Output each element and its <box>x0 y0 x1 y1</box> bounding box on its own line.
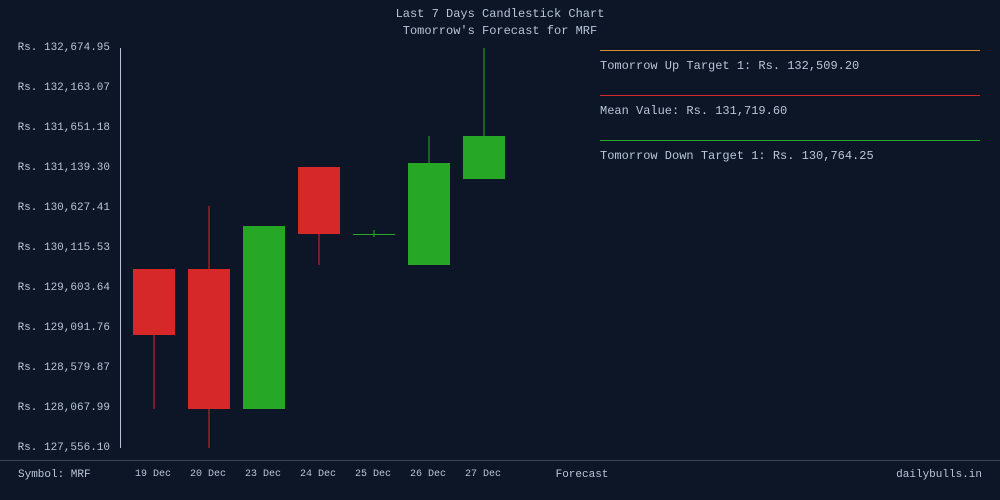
legend-item: Tomorrow Up Target 1: Rs. 132,509.20 <box>600 50 980 73</box>
x-tick-label: 24 Dec <box>300 469 336 480</box>
x-tick-label: 20 Dec <box>190 469 226 480</box>
candlestick-chart <box>120 48 560 448</box>
y-tick-label: Rs. 132,163.07 <box>18 82 110 94</box>
y-tick-label: Rs. 132,674.95 <box>18 42 110 54</box>
x-tick-label: 25 Dec <box>355 469 391 480</box>
y-tick-label: Rs. 131,139.30 <box>18 162 110 174</box>
x-tick-label: 19 Dec <box>135 469 171 480</box>
y-tick-label: Rs. 131,651.18 <box>18 122 110 134</box>
symbol-label: Symbol: MRF <box>18 469 91 481</box>
y-tick-label: Rs. 129,091.76 <box>18 322 110 334</box>
legend-item: Tomorrow Down Target 1: Rs. 130,764.25 <box>600 140 980 163</box>
y-tick-label: Rs. 130,115.53 <box>18 242 110 254</box>
y-tick-label: Rs. 129,603.64 <box>18 282 110 294</box>
x-axis-labels: 19 Dec 20 Dec 23 Dec 24 Dec 25 Dec 26 Dec 27 D… <box>120 469 560 489</box>
y-tick-label: Rs. 128,579.87 <box>18 362 110 374</box>
legend-label: Mean Value: Rs. 131,719.60 <box>600 104 980 118</box>
chart-legend: Tomorrow Up Target 1: Rs. 132,509.20 Mean… <box>600 50 980 185</box>
x-tick-label: 27 Dec <box>465 469 501 480</box>
x-tick-label: 26 Dec <box>410 469 446 480</box>
y-tick-label: Rs. 127,556.10 <box>18 442 110 454</box>
legend-label: Tomorrow Up Target 1: Rs. 132,509.20 <box>600 59 980 73</box>
y-tick-label: Rs. 130,627.41 <box>18 202 110 214</box>
x-axis: Symbol: MRF 19 Dec20 Dec23 Dec24 Dec25 D… <box>0 460 1000 469</box>
legend-item: Mean Value: Rs. 131,719.60 <box>600 95 980 118</box>
chart-title: Last 7 Days Candlestick Chart Tomorrow's… <box>0 0 1000 40</box>
legend-label: Tomorrow Down Target 1: Rs. 130,764.25 <box>600 149 980 163</box>
title-line2: Tomorrow's Forecast for MRF <box>0 23 1000 40</box>
title-line1: Last 7 Days Candlestick Chart <box>0 6 1000 23</box>
y-axis-labels: Rs. 132,674.95Rs. 132,163.07Rs. 131,651.… <box>0 48 115 448</box>
forecast-label: Forecast <box>556 469 609 481</box>
y-tick-label: Rs. 128,067.99 <box>18 402 110 414</box>
watermark: dailybulls.in <box>896 469 982 481</box>
x-tick-label: 23 Dec <box>245 469 281 480</box>
